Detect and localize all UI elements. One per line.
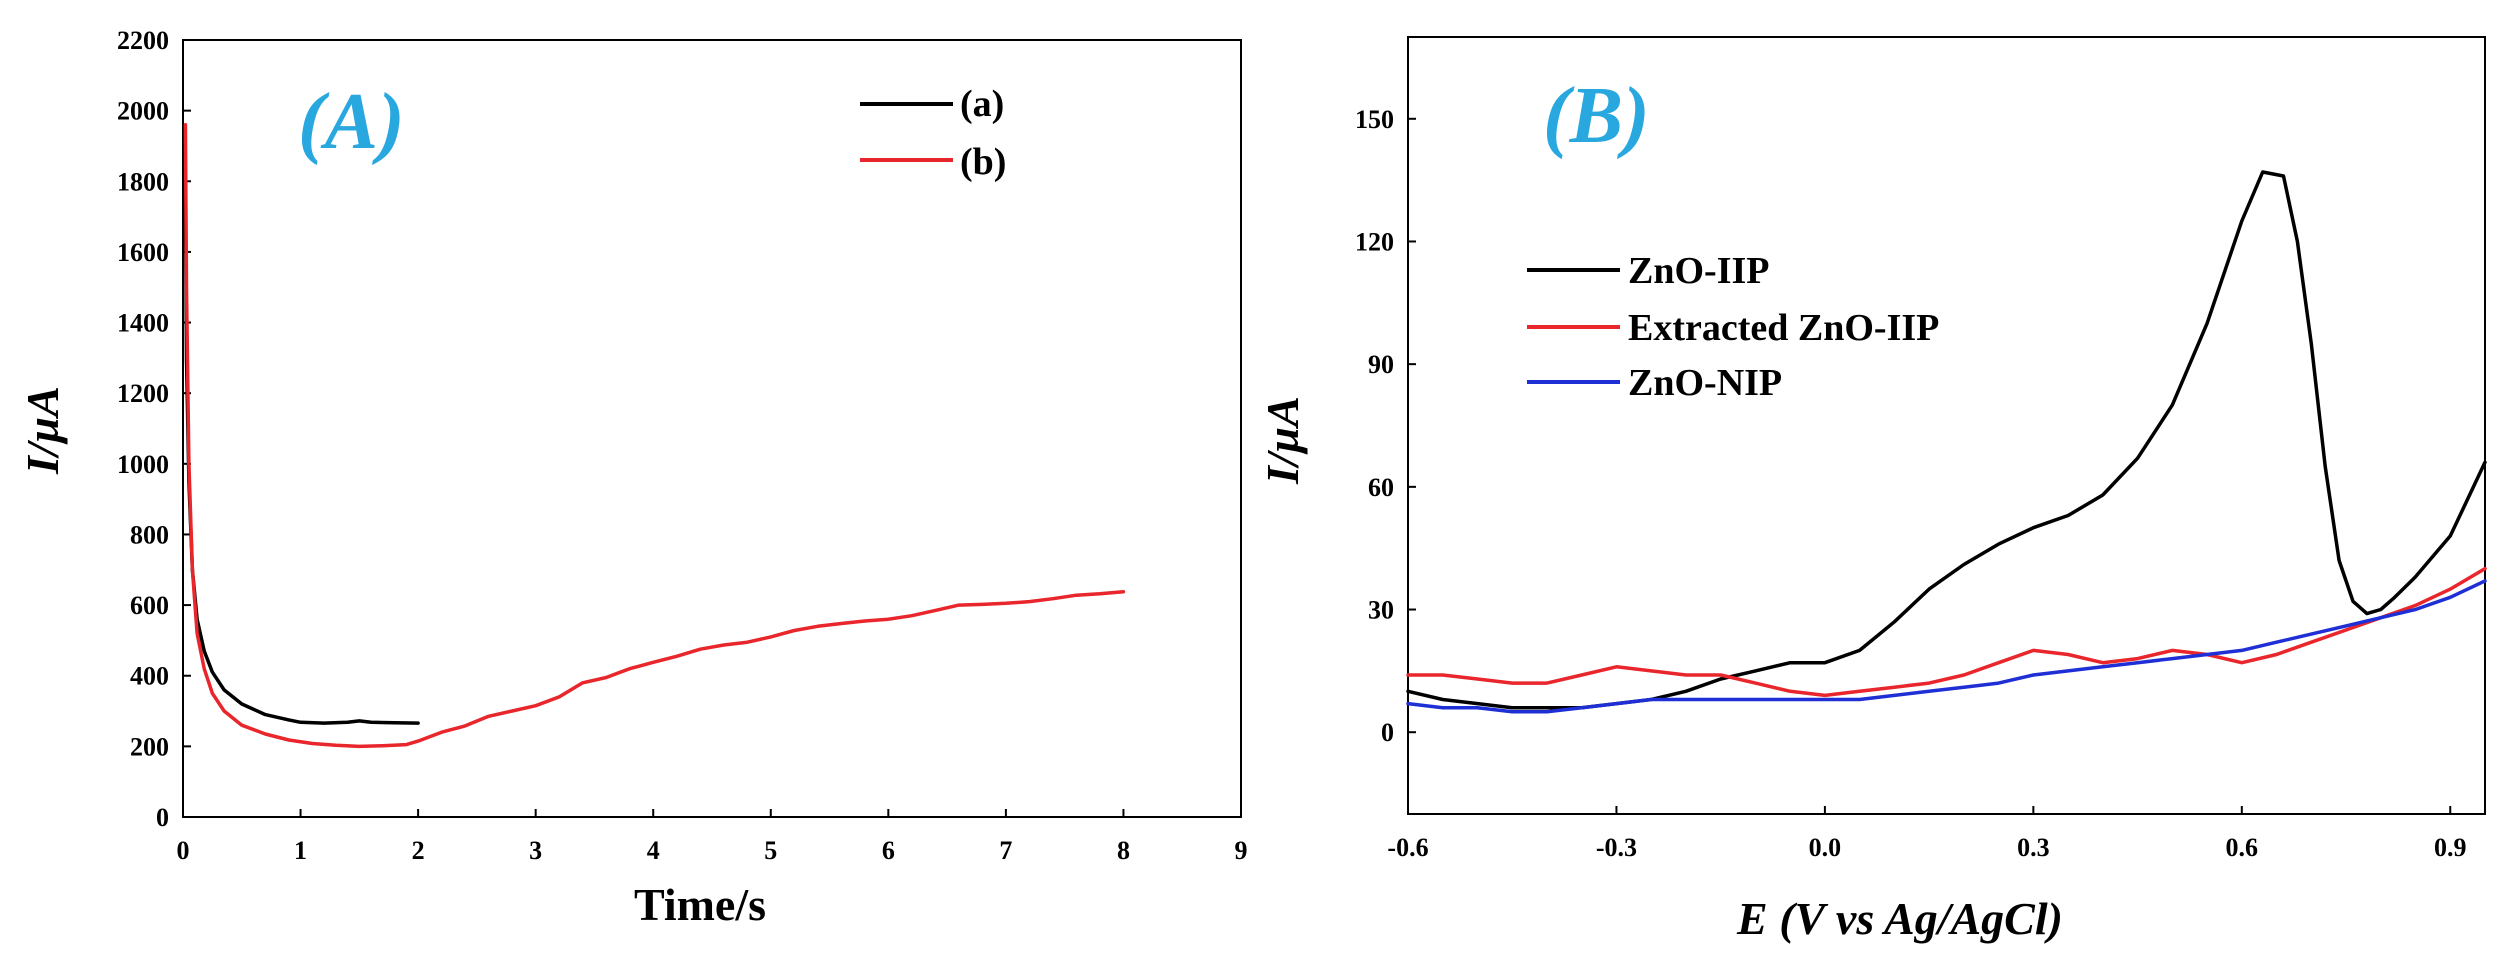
chart-b-legend-label-extracted: Extracted ZnO-IIP <box>1628 307 1939 349</box>
chart-a-y-tick-label: 400 <box>130 662 169 691</box>
chart-b-y-tick-label: 150 <box>1355 105 1394 134</box>
chart-b-legend: ZnO-IIP Extracted ZnO-IIP ZnO-NIP <box>1527 250 1939 404</box>
chart-a: 0 1 2 3 4 5 6 7 8 9 0 200 400 600 800 1000 1200 1400 1600… <box>17 26 1248 930</box>
chart-b-x-axis-label: E (V vs Ag/AgCl) <box>1736 893 2063 944</box>
chart-a-legend-label-a: (a) <box>960 83 1004 125</box>
chart-a-y-tick-label: 2200 <box>117 26 169 55</box>
chart-b-y-tick-label: 120 <box>1355 227 1394 256</box>
chart-b-y-tick-label: 0 <box>1381 718 1394 747</box>
chart-a-plot-frame <box>182 39 1242 818</box>
chart-a-y-tick-label: 1400 <box>117 309 169 338</box>
chart-a-y-tick-label: 0 <box>156 803 169 832</box>
chart-b-x-ticks: -0.6 -0.3 0.0 0.3 0.6 0.9 <box>1387 806 2467 862</box>
chart-b-panel-label: (B) <box>1543 72 1650 160</box>
chart-b-x-tick-label: -0.3 <box>1596 833 1637 862</box>
chart-a-y-tick-label: 1600 <box>117 238 169 267</box>
chart-b-y-tick-label: 60 <box>1368 473 1394 502</box>
chart-b-y-tick-label: 90 <box>1368 350 1394 379</box>
chart-b-y-ticks: 0 30 60 90 120 150 <box>1355 105 1416 747</box>
chart-a-y-ticks: 0 200 400 600 800 1000 1200 1400 1600 1800 2000 220… <box>117 26 191 832</box>
chart-a-x-ticks: 0 1 2 3 4 5 6 7 8 9 <box>177 809 1248 865</box>
chart-a-legend: (a) (b) <box>860 83 1006 183</box>
chart-a-x-tick-label: 5 <box>764 836 777 865</box>
chart-b-x-tick-label: 0.3 <box>2017 833 2050 862</box>
chart-b-legend-label-zno-nip: ZnO-NIP <box>1628 362 1782 404</box>
chart-b-series-line-2 <box>1406 579 2487 714</box>
chart-a-x-axis-label: Time/s <box>634 879 766 930</box>
chart-a-y-tick-label: 1200 <box>117 379 169 408</box>
chart-a-x-tick-label: 4 <box>647 836 660 865</box>
chart-a-x-tick-label: 7 <box>999 836 1012 865</box>
chart-a-x-tick-label: 1 <box>294 836 307 865</box>
chart-a-x-tick-label: 8 <box>1117 836 1130 865</box>
chart-b-y-axis-label: I/µA <box>1257 396 1308 485</box>
chart-b-series-line-1 <box>1406 566 2487 698</box>
chart-b-series <box>1406 170 2487 714</box>
chart-a-x-tick-label: 6 <box>882 836 895 865</box>
chart-a-series-line-1 <box>183 123 1126 749</box>
chart-b-x-tick-label: 0.9 <box>2434 833 2467 862</box>
chart-a-y-axis-label: I/µA <box>17 386 68 475</box>
chart-b-x-tick-label: 0.6 <box>2226 833 2259 862</box>
chart-b-y-tick-label: 30 <box>1368 596 1394 625</box>
chart-b-legend-label-zno-iip: ZnO-IIP <box>1628 250 1769 292</box>
chart-a-x-tick-label: 0 <box>177 836 190 865</box>
chart-a-x-tick-label: 3 <box>529 836 542 865</box>
chart-a-y-tick-label: 600 <box>130 591 169 620</box>
chart-a-y-tick-label: 2000 <box>117 97 169 126</box>
chart-a-legend-label-b: (b) <box>960 141 1006 183</box>
chart-a-series <box>183 123 1126 749</box>
chart-a-y-tick-label: 800 <box>130 520 169 549</box>
chart-b-plot-frame <box>1407 36 2486 815</box>
chart-a-x-tick-label: 2 <box>412 836 425 865</box>
chart-b: -0.6 -0.3 0.0 0.3 0.6 0.9 0 30 60 90 120 150 (B) Z… <box>1257 36 2487 944</box>
chart-a-y-tick-label: 200 <box>130 732 169 761</box>
chart-b-x-tick-label: -0.6 <box>1387 833 1428 862</box>
chart-a-panel-label: (A) <box>298 78 405 166</box>
chart-a-x-tick-label: 9 <box>1235 836 1248 865</box>
chart-a-y-tick-label: 1000 <box>117 450 169 479</box>
chart-b-x-tick-label: 0.0 <box>1809 833 1842 862</box>
chart-a-y-tick-label: 1800 <box>117 167 169 196</box>
